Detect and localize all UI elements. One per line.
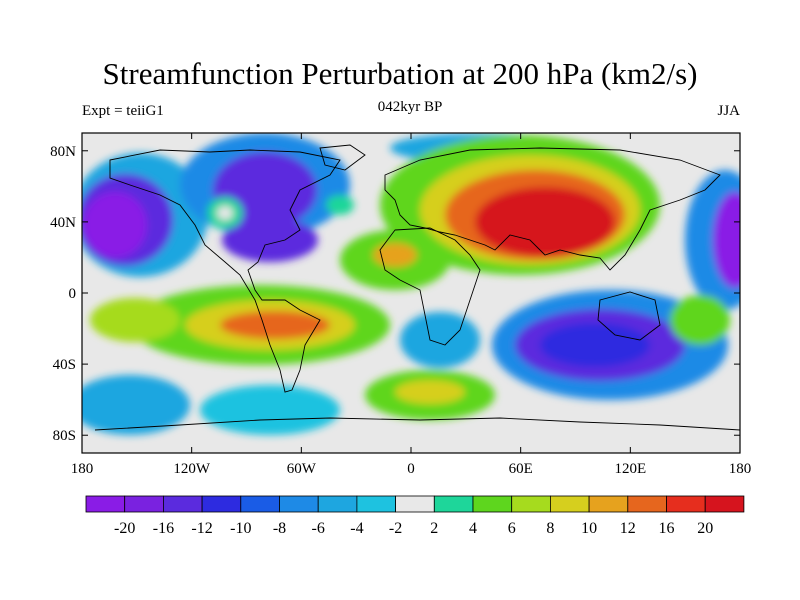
colorbar-box bbox=[279, 495, 319, 513]
colorbar-label: -2 bbox=[389, 520, 402, 537]
x-tick-label: 180 bbox=[71, 461, 94, 477]
colorbar-box bbox=[549, 495, 590, 513]
map-frame: 180 120W 60W 0 60E 120E 180 80N 40N 0 40S 80S bbox=[50, 132, 751, 477]
colorbar-label: 2 bbox=[430, 520, 438, 537]
colorbar-label: -16 bbox=[153, 520, 174, 537]
colorbar-box bbox=[356, 495, 396, 513]
colorbar-box bbox=[588, 495, 629, 513]
y-tick-label: 80N bbox=[50, 144, 76, 160]
colorbar-label: -12 bbox=[191, 520, 212, 537]
experiment-label: Expt = teiiG1 bbox=[82, 103, 164, 119]
x-tick-label: 120E bbox=[614, 461, 646, 477]
colorbar-box bbox=[201, 495, 242, 513]
y-tick-label: 40N bbox=[50, 215, 76, 231]
colorbar-box bbox=[163, 495, 203, 513]
colorbar-box bbox=[240, 495, 280, 513]
x-tick-label: 120W bbox=[173, 461, 211, 477]
colorbar-box bbox=[472, 495, 513, 513]
coastlines bbox=[94, 144, 740, 431]
colorbar-label: 16 bbox=[659, 520, 675, 537]
colorbar-box bbox=[124, 495, 164, 513]
colorbar-label: -20 bbox=[114, 520, 135, 537]
time-label: 042kyr BP bbox=[377, 99, 443, 115]
colorbar: -20 -16 -12 -10 -8 -6 -4 -2 2 4 6 8 10 12 16 20 bbox=[85, 495, 745, 537]
season-label: JJA bbox=[717, 103, 740, 119]
colorbar-box bbox=[511, 495, 551, 513]
colorbar-box bbox=[433, 495, 474, 513]
colorbar-label: 4 bbox=[469, 520, 477, 537]
colorbar-label: 8 bbox=[546, 520, 554, 537]
x-tick-label: 60E bbox=[509, 461, 533, 477]
x-tick-label: 180 bbox=[729, 461, 752, 477]
colorbar-box bbox=[704, 495, 745, 513]
colorbar-boxes bbox=[85, 495, 745, 513]
colorbar-labels: -20 -16 -12 -10 -8 -6 -4 -2 2 4 6 8 10 12 16 20 bbox=[114, 520, 713, 537]
colorbar-label: -6 bbox=[312, 520, 325, 537]
colorbar-label: -10 bbox=[230, 520, 251, 537]
y-tick-label: 80S bbox=[53, 428, 76, 444]
colorbar-label: 6 bbox=[508, 520, 516, 537]
colorbar-label: -8 bbox=[273, 520, 286, 537]
colorbar-label: 20 bbox=[697, 520, 713, 537]
colorbar-box bbox=[395, 495, 435, 513]
x-tick-label: 60W bbox=[287, 461, 317, 477]
colorbar-box bbox=[85, 495, 126, 513]
colorbar-box bbox=[627, 495, 667, 513]
contour-fill-layer bbox=[82, 133, 740, 453]
chart-title: Streamfunction Perturbation at 200 hPa (… bbox=[102, 56, 698, 91]
colorbar-label: -4 bbox=[350, 520, 363, 537]
colorbar-box bbox=[666, 495, 706, 513]
colorbar-label: 12 bbox=[620, 520, 636, 537]
axis-ticks: 180 120W 60W 0 60E 120E 180 80N 40N 0 40S 80S bbox=[50, 133, 751, 477]
colorbar-box bbox=[317, 495, 358, 513]
y-tick-label: 0 bbox=[69, 286, 77, 302]
colorbar-label: 10 bbox=[581, 520, 597, 537]
x-tick-label: 0 bbox=[407, 461, 415, 477]
y-tick-label: 40S bbox=[53, 357, 76, 373]
